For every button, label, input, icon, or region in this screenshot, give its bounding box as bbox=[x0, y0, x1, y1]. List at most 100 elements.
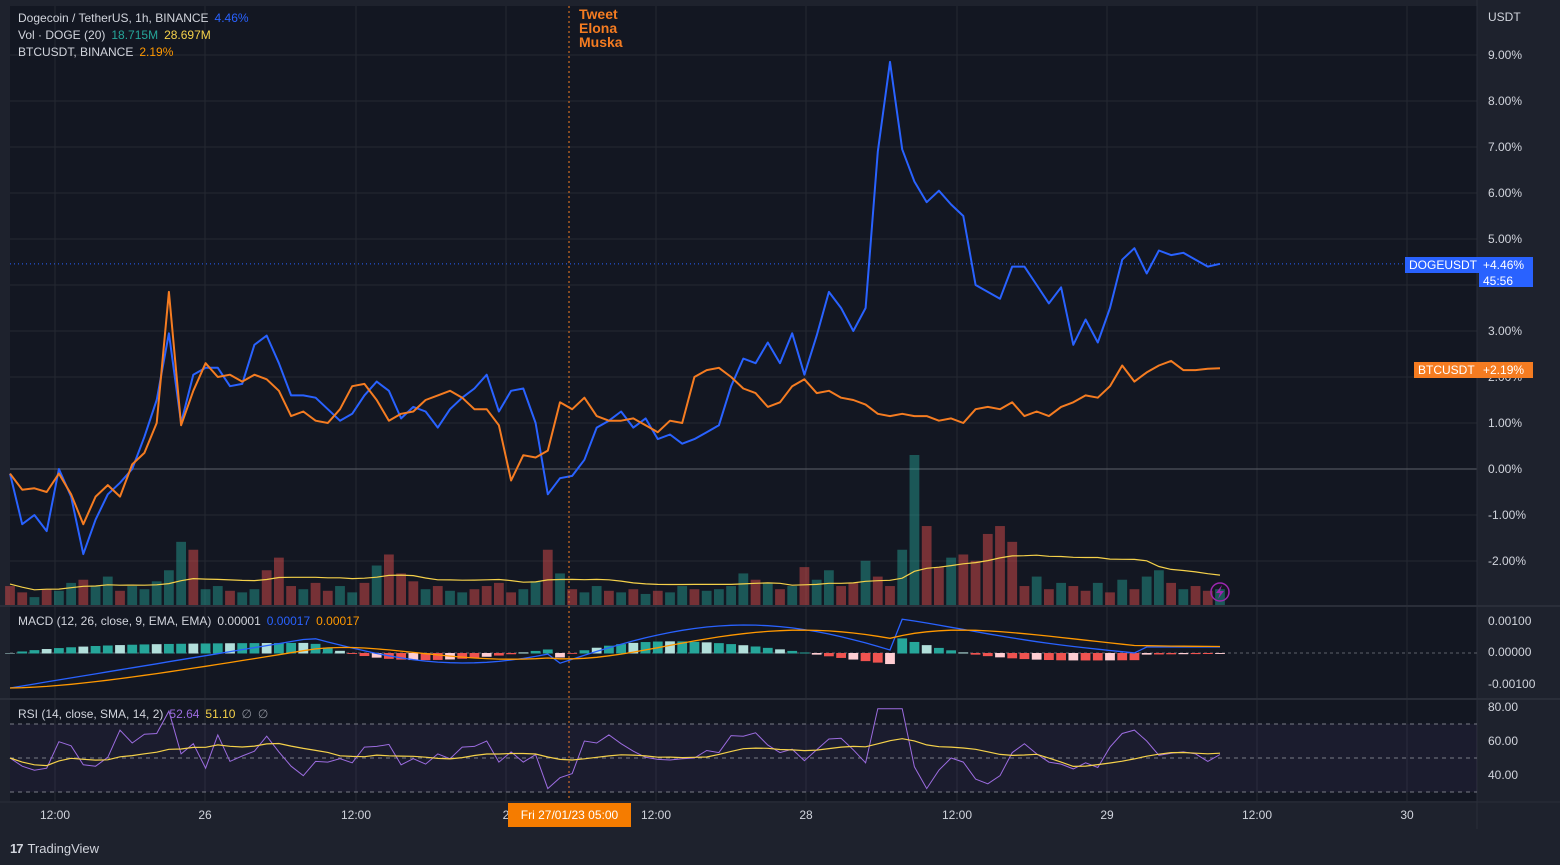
volume-bar bbox=[970, 560, 981, 605]
btc-series-line[interactable] bbox=[9, 290, 1221, 526]
tradingview-logo-icon[interactable]: 17 bbox=[10, 841, 24, 856]
legend-macd: MACD (12, 26, close, 9, EMA, EMA) 0.00001… bbox=[18, 614, 366, 628]
volume-bar bbox=[530, 581, 541, 605]
legend-rsi: RSI (14, close, SMA, 14, 2) 52.64 51.10 ∅ ∅ bbox=[18, 707, 274, 721]
volume-bar bbox=[542, 549, 553, 605]
volume-bar bbox=[762, 582, 773, 605]
doge-series-line[interactable] bbox=[9, 60, 1221, 556]
doge-countdown: 45:56 bbox=[1483, 274, 1514, 288]
macd-histogram-bar bbox=[17, 651, 28, 654]
macd-histogram-bar bbox=[958, 652, 969, 654]
y-tick-label: 0.00% bbox=[1488, 462, 1522, 476]
macd-histogram-bar bbox=[371, 653, 382, 658]
legend-rsi-label[interactable]: RSI (14, close, SMA, 14, 2) bbox=[18, 707, 164, 721]
macd-histogram-bar bbox=[1007, 653, 1018, 659]
macd-histogram-bar bbox=[677, 641, 688, 654]
volume-bar bbox=[1105, 592, 1115, 605]
macd-histogram-bar bbox=[799, 652, 810, 654]
volume-bar bbox=[78, 579, 89, 605]
volume-bar bbox=[714, 589, 724, 605]
macd-histogram-bar bbox=[689, 641, 700, 654]
macd-histogram-bar bbox=[1190, 653, 1201, 655]
macd-histogram-bar bbox=[1129, 653, 1140, 661]
macd-histogram-bar bbox=[225, 643, 235, 654]
macd-histogram-bar bbox=[494, 653, 504, 656]
volume-bar bbox=[102, 576, 113, 605]
macd-histogram-bar bbox=[261, 643, 272, 654]
macd-histogram-bar bbox=[1080, 653, 1091, 661]
volume-bar bbox=[1202, 590, 1213, 605]
volume-bar bbox=[1141, 576, 1152, 605]
volume-bar bbox=[677, 586, 688, 605]
volume-bar bbox=[1068, 586, 1079, 605]
volume-bar bbox=[286, 586, 296, 605]
volume-bar bbox=[1178, 589, 1189, 605]
replay-lightning-icon[interactable] bbox=[1210, 582, 1230, 602]
macd-histogram-bar bbox=[738, 645, 749, 654]
volume-bar bbox=[445, 590, 455, 605]
macd-tick-label: -0.00100 bbox=[1488, 677, 1536, 691]
legend-macd-line: 0.00017 bbox=[266, 614, 311, 628]
macd-histogram-bar bbox=[127, 644, 138, 654]
x-tick-label: 30 bbox=[1400, 808, 1414, 822]
footer-brand[interactable]: TradingView bbox=[27, 841, 100, 856]
y-tick-label: 6.00% bbox=[1488, 186, 1522, 200]
macd-histogram-bar bbox=[970, 653, 981, 655]
rsi-empty-icon: ∅ bbox=[241, 707, 252, 721]
tweet-annotation[interactable]: Tweet Elona Muska bbox=[579, 7, 623, 49]
rsi-line bbox=[9, 708, 1221, 790]
volume-bar bbox=[518, 589, 529, 605]
volume-bar bbox=[604, 590, 614, 605]
macd-histogram-bar bbox=[909, 641, 920, 654]
macd-histogram-bar bbox=[640, 642, 651, 654]
legend-btc-label[interactable]: BTCUSDT, BINANCE bbox=[18, 45, 134, 59]
macd-histogram-bar bbox=[286, 642, 296, 654]
legend-macd-label[interactable]: MACD (12, 26, close, 9, EMA, EMA) bbox=[18, 614, 212, 628]
macd-histogram-bar bbox=[78, 646, 89, 654]
price-scale-unit: USDT bbox=[1488, 10, 1521, 24]
volume-bar bbox=[127, 586, 138, 605]
volume-bar bbox=[1080, 590, 1091, 605]
lightning-icon bbox=[1216, 585, 1224, 599]
legend-vol-label[interactable]: Vol · DOGE (20) bbox=[18, 28, 106, 42]
x-tick-label: 12:00 bbox=[1242, 808, 1272, 822]
macd-histogram-bar bbox=[1202, 653, 1213, 655]
macd-histogram-bar bbox=[29, 650, 40, 654]
volume-bar bbox=[579, 592, 590, 605]
macd-histogram-bar bbox=[921, 645, 932, 654]
macd-histogram-bar bbox=[714, 643, 724, 654]
legend-main: Dogecoin / TetherUS, 1h, BINANCE 4.46% bbox=[18, 11, 255, 25]
volume-bar bbox=[310, 582, 321, 605]
macd-histogram-bar bbox=[164, 643, 174, 654]
volume-bar bbox=[506, 592, 516, 605]
macd-histogram-bar bbox=[579, 650, 590, 654]
volume-bar bbox=[90, 586, 101, 605]
x-tick-label: 12:00 bbox=[641, 808, 671, 822]
volume-bar bbox=[860, 560, 871, 605]
macd-histogram-bar bbox=[274, 642, 284, 654]
volume-bar bbox=[274, 557, 284, 605]
volume-bar bbox=[1215, 589, 1225, 605]
volume-bar bbox=[408, 581, 419, 605]
macd-histogram-bar bbox=[872, 653, 883, 663]
legend-title[interactable]: Dogecoin / TetherUS, 1h, BINANCE bbox=[18, 11, 209, 25]
volume-bar bbox=[151, 581, 162, 605]
macd-tick-label: 0.00100 bbox=[1488, 614, 1532, 628]
x-tick-label: 12:00 bbox=[341, 808, 371, 822]
macd-histogram-bar bbox=[457, 653, 468, 659]
macd-histogram-bar bbox=[811, 653, 822, 655]
volume-bar bbox=[848, 582, 859, 605]
volume-bar bbox=[384, 554, 394, 605]
macd-histogram-bar bbox=[897, 638, 908, 654]
x-tick-label: 29 bbox=[1100, 808, 1114, 822]
volume-bar bbox=[836, 586, 846, 605]
volume-bar bbox=[17, 592, 28, 605]
macd-histogram-bar bbox=[102, 645, 113, 654]
volume-bar bbox=[1031, 576, 1042, 605]
volume-ma-line bbox=[9, 554, 1221, 591]
volume-bar bbox=[115, 590, 125, 605]
footer: 17 TradingView bbox=[10, 839, 99, 859]
macd-histogram-bar bbox=[982, 653, 993, 657]
